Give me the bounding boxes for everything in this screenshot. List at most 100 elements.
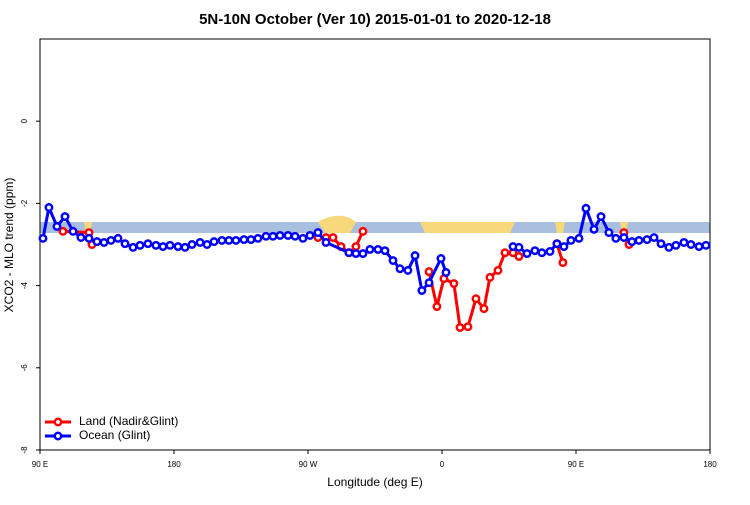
point bbox=[417, 286, 427, 295]
x-tick-label: 0 bbox=[440, 460, 445, 469]
point bbox=[351, 249, 361, 258]
point bbox=[60, 212, 70, 222]
y-tick-label: -6 bbox=[20, 364, 29, 372]
point bbox=[671, 240, 681, 250]
point bbox=[84, 233, 94, 243]
point bbox=[485, 272, 495, 282]
point bbox=[231, 235, 241, 245]
point bbox=[195, 237, 205, 247]
point bbox=[679, 237, 689, 247]
point bbox=[275, 231, 285, 240]
point bbox=[253, 233, 263, 243]
legend-marker bbox=[53, 417, 63, 427]
point bbox=[649, 233, 659, 242]
point bbox=[99, 237, 109, 247]
point bbox=[589, 224, 599, 234]
point bbox=[664, 242, 674, 252]
point bbox=[38, 233, 48, 243]
x-tick-label: 180 bbox=[167, 460, 181, 469]
point bbox=[268, 231, 278, 241]
point bbox=[493, 265, 503, 275]
point bbox=[351, 242, 361, 252]
point bbox=[217, 235, 227, 245]
point bbox=[113, 233, 123, 243]
x-tick-label: 90 E bbox=[568, 460, 584, 469]
point bbox=[611, 233, 621, 243]
point bbox=[559, 242, 569, 252]
point bbox=[552, 239, 562, 249]
y-tick-label: -4 bbox=[20, 281, 29, 289]
point bbox=[283, 231, 293, 240]
point bbox=[522, 249, 532, 258]
point bbox=[388, 256, 398, 265]
point bbox=[656, 239, 666, 249]
point bbox=[596, 212, 606, 222]
point bbox=[694, 242, 704, 252]
point bbox=[158, 242, 168, 252]
point bbox=[500, 248, 510, 258]
point bbox=[344, 248, 354, 258]
point bbox=[76, 233, 86, 242]
point bbox=[187, 240, 197, 249]
x-axis-label: Longitude (deg E) bbox=[327, 475, 422, 489]
chart-title: 5N-10N October (Ver 10) 2015-01-01 to 20… bbox=[199, 11, 551, 28]
point bbox=[514, 251, 524, 261]
point bbox=[686, 240, 696, 249]
point bbox=[165, 240, 175, 250]
point bbox=[120, 239, 130, 249]
x-tick-label: 90 E bbox=[32, 460, 48, 469]
point bbox=[604, 228, 614, 238]
point bbox=[424, 267, 434, 277]
point bbox=[224, 235, 234, 245]
point bbox=[471, 294, 481, 304]
point bbox=[436, 254, 446, 263]
legend-label: Land (Nadir&Glint) bbox=[79, 414, 178, 428]
legend-label: Ocean (Glint) bbox=[79, 428, 150, 442]
point bbox=[581, 203, 591, 213]
point bbox=[545, 247, 555, 256]
point bbox=[701, 240, 711, 250]
point bbox=[619, 233, 629, 242]
point bbox=[403, 265, 413, 275]
point bbox=[92, 237, 102, 247]
point bbox=[574, 233, 584, 243]
point bbox=[634, 235, 644, 245]
y-axis-label: XCO2 - MLO trend (ppm) bbox=[2, 178, 16, 313]
point bbox=[143, 239, 153, 249]
point bbox=[566, 235, 576, 245]
point bbox=[432, 302, 442, 312]
point bbox=[358, 249, 368, 258]
point bbox=[449, 279, 459, 288]
point bbox=[463, 322, 473, 332]
y-tick-label: 0 bbox=[20, 118, 29, 123]
point bbox=[365, 244, 375, 254]
point bbox=[290, 231, 300, 241]
point bbox=[209, 237, 219, 247]
point bbox=[321, 237, 331, 247]
point bbox=[313, 228, 323, 238]
point bbox=[239, 235, 249, 245]
point bbox=[395, 264, 405, 274]
point bbox=[106, 235, 116, 245]
point bbox=[305, 231, 315, 240]
point bbox=[44, 203, 54, 212]
point bbox=[52, 221, 62, 231]
point bbox=[180, 242, 190, 252]
point bbox=[246, 235, 256, 245]
point bbox=[261, 231, 271, 241]
point bbox=[135, 240, 145, 250]
point bbox=[537, 248, 547, 258]
y-tick-label: -8 bbox=[20, 446, 29, 454]
point bbox=[642, 235, 652, 245]
point bbox=[479, 304, 489, 314]
x-tick-label: 180 bbox=[703, 460, 717, 469]
point bbox=[424, 278, 434, 288]
point bbox=[530, 246, 540, 256]
point bbox=[202, 240, 212, 249]
point bbox=[298, 233, 308, 243]
point bbox=[514, 242, 524, 252]
point bbox=[68, 226, 78, 236]
point bbox=[173, 242, 183, 252]
point bbox=[128, 242, 138, 252]
